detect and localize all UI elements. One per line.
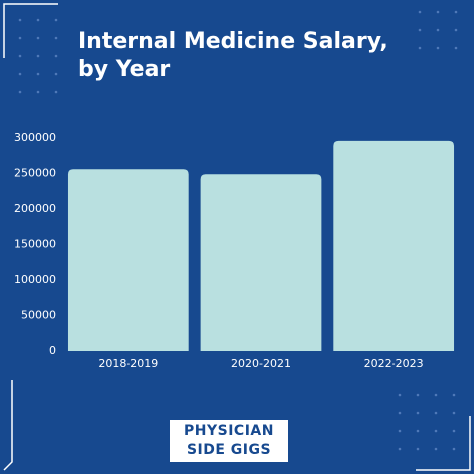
dot: [54, 36, 58, 40]
dot: [436, 46, 440, 50]
dot: [54, 18, 58, 22]
dot: [452, 429, 456, 433]
dot: [54, 72, 58, 76]
dot: [452, 411, 456, 415]
y-tick-label: 0: [49, 344, 56, 357]
dot: [452, 393, 456, 397]
dot: [398, 429, 402, 433]
y-tick-label: 300000: [14, 131, 56, 144]
y-tick-label: 150000: [14, 238, 56, 251]
dot: [436, 28, 440, 32]
dot: [398, 447, 402, 451]
logo: PHYSICIAN SIDE GIGS: [170, 420, 288, 462]
dot: [454, 28, 458, 32]
x-tick-label: 2020-2021: [231, 357, 291, 370]
dot: [18, 54, 22, 58]
dot: [18, 18, 22, 22]
dot: [416, 411, 420, 415]
dot: [416, 429, 420, 433]
x-tick-label: 2022-2023: [364, 357, 424, 370]
dots: [18, 10, 458, 451]
dot: [418, 46, 422, 50]
dot: [434, 411, 438, 415]
logo-line: SIDE GIGS: [186, 442, 272, 458]
bar: [200, 174, 322, 351]
dot: [454, 46, 458, 50]
dot: [436, 10, 440, 14]
dot: [18, 90, 22, 94]
dot: [54, 90, 58, 94]
corner-line: [3, 3, 58, 58]
dot: [18, 72, 22, 76]
y-tick-label: 100000: [14, 273, 56, 286]
dot: [454, 10, 458, 14]
dot: [452, 447, 456, 451]
dot: [36, 90, 40, 94]
y-tick-label: 250000: [14, 167, 56, 180]
decoration: [3, 3, 471, 471]
x-tick-label: 2018-2019: [98, 357, 158, 370]
dot: [398, 393, 402, 397]
corner-line: [416, 416, 471, 471]
dot: [36, 54, 40, 58]
dot: [434, 429, 438, 433]
dot: [416, 393, 420, 397]
dot: [18, 36, 22, 40]
dot: [36, 18, 40, 22]
logo-line: PHYSICIAN: [184, 423, 274, 439]
y-tick-label: 50000: [21, 309, 56, 322]
dot: [418, 28, 422, 32]
dot: [36, 72, 40, 76]
dot: [416, 447, 420, 451]
dot: [434, 447, 438, 451]
corner-line: [3, 380, 13, 471]
bar: [333, 140, 455, 351]
dot: [418, 10, 422, 14]
bar: [67, 169, 189, 351]
dot: [36, 36, 40, 40]
dot: [434, 393, 438, 397]
y-tick-label: 200000: [14, 202, 56, 215]
dot: [398, 411, 402, 415]
chart-title: Internal Medicine Salary, by Year: [78, 29, 388, 82]
dot: [54, 54, 58, 58]
